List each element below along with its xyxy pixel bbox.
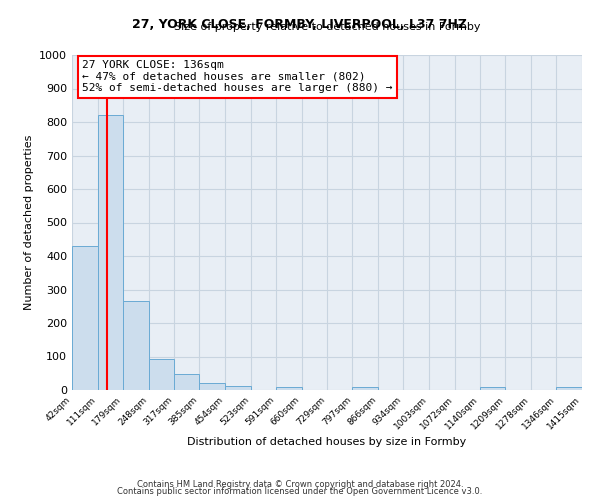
Title: Size of property relative to detached houses in Formby: Size of property relative to detached ho…: [174, 22, 480, 32]
Bar: [225, 386, 251, 390]
X-axis label: Distribution of detached houses by size in Formby: Distribution of detached houses by size …: [187, 436, 467, 446]
Text: 27, YORK CLOSE, FORMBY, LIVERPOOL, L37 7HZ: 27, YORK CLOSE, FORMBY, LIVERPOOL, L37 7…: [133, 18, 467, 30]
Bar: [72, 246, 98, 390]
Bar: [98, 116, 123, 390]
Bar: [480, 388, 505, 390]
Text: Contains HM Land Registry data © Crown copyright and database right 2024.: Contains HM Land Registry data © Crown c…: [137, 480, 463, 489]
Y-axis label: Number of detached properties: Number of detached properties: [23, 135, 34, 310]
Bar: [352, 386, 378, 390]
Bar: [123, 301, 149, 390]
Text: Contains public sector information licensed under the Open Government Licence v3: Contains public sector information licen…: [118, 488, 482, 496]
Bar: [276, 388, 302, 390]
Bar: [556, 388, 582, 390]
Text: 27 YORK CLOSE: 136sqm
← 47% of detached houses are smaller (802)
52% of semi-det: 27 YORK CLOSE: 136sqm ← 47% of detached …: [82, 60, 392, 93]
Bar: [199, 382, 225, 390]
Bar: [174, 374, 199, 390]
Bar: [149, 359, 174, 390]
